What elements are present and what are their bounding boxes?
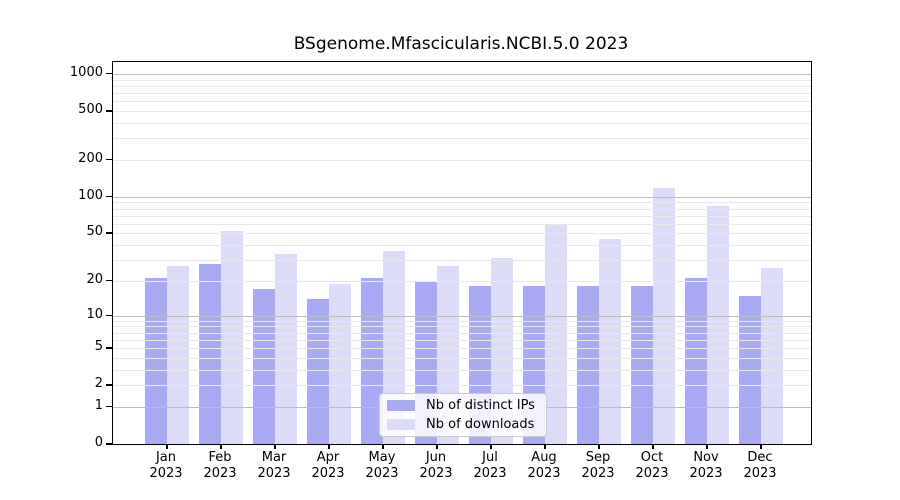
legend-swatch-distinct-ips: [387, 399, 415, 411]
bar-distinct-ips-may: [361, 278, 383, 444]
x-tick-mark: [598, 444, 600, 449]
x-tick-label-mar: Mar 2023: [257, 450, 291, 481]
x-tick-mark: [544, 444, 546, 449]
gridline-minor: [113, 339, 811, 341]
gridline-minor: [113, 280, 811, 282]
y-tick-label: 500: [78, 102, 103, 117]
y-tick-label: 100: [78, 187, 103, 203]
y-tick-label: 1000: [69, 64, 103, 80]
y-tick-label: 1: [94, 397, 103, 413]
gridline-minor: [113, 326, 811, 328]
y-tick-mark: [106, 443, 112, 445]
y-tick-label: 2: [94, 376, 103, 392]
y-tick-label: 5: [94, 339, 103, 354]
x-tick-mark: [220, 444, 222, 449]
x-tick-mark: [706, 444, 708, 449]
x-tick-label-apr: Apr 2023: [311, 450, 345, 481]
bar-distinct-ips-sep: [577, 286, 599, 444]
gridline-minor: [113, 202, 811, 204]
y-tick-label: 10: [86, 306, 103, 322]
x-tick-mark: [382, 444, 384, 449]
legend-label-distinct-ips: Nb of distinct IPs: [426, 397, 535, 413]
gridline-minor: [113, 79, 811, 81]
bar-distinct-ips-oct: [631, 286, 653, 444]
bar-distinct-ips-jan: [145, 278, 167, 444]
legend-item-distinct-ips: Nb of distinct IPs: [380, 397, 546, 414]
bar-downloads-apr: [329, 283, 351, 444]
bar-downloads-feb: [221, 231, 243, 444]
y-tick-label: 200: [78, 150, 103, 166]
y-tick-mark: [106, 158, 112, 161]
x-tick-mark: [652, 444, 654, 449]
plot-area: Nb of distinct IPs Nb of downloads: [112, 61, 812, 445]
x-tick-label-jun: Jun 2023: [419, 450, 453, 481]
y-tick-mark: [106, 279, 112, 282]
bar-downloads-aug: [545, 224, 567, 444]
gridline-major: [113, 315, 811, 317]
y-tick-label: 50: [86, 224, 103, 240]
gridline-minor: [113, 223, 811, 225]
y-tick-mark: [106, 384, 112, 386]
y-tick-mark: [106, 347, 112, 349]
chart-title: BSgenome.Mfascicularis.NCBI.5.0 2023: [293, 34, 629, 54]
gridline-minor: [113, 215, 811, 217]
x-tick-mark: [490, 444, 492, 449]
x-tick-mark: [274, 444, 276, 449]
gridline-minor: [113, 332, 811, 334]
gridline-major: [113, 73, 811, 75]
gridline-minor: [113, 138, 811, 140]
gridline-minor: [113, 122, 811, 124]
x-tick-label-jan: Jan 2023: [149, 450, 183, 481]
y-tick-mark: [106, 314, 112, 317]
x-tick-mark: [166, 444, 168, 449]
gridline-minor: [113, 369, 811, 371]
gridline-major: [113, 196, 811, 198]
bar-distinct-ips-nov: [685, 278, 707, 444]
x-tick-label-dec: Dec 2023: [743, 450, 777, 481]
gridline-minor: [113, 111, 811, 112]
gridline-minor: [113, 85, 811, 87]
bar-downloads-sep: [599, 238, 621, 444]
gridline-minor: [113, 385, 811, 387]
y-tick-mark: [106, 405, 112, 408]
y-tick-label: 0: [94, 435, 103, 450]
gridline-minor: [113, 233, 811, 235]
legend: Nb of distinct IPs Nb of downloads: [379, 393, 547, 437]
gridline-minor: [113, 101, 811, 103]
y-tick-label: 20: [86, 271, 103, 287]
x-tick-label-may: May 2023: [365, 450, 399, 481]
x-tick-label-feb: Feb 2023: [203, 450, 237, 481]
x-tick-label-sep: Sep 2023: [581, 450, 615, 481]
gridline-minor: [113, 159, 811, 161]
y-tick-mark: [106, 110, 112, 112]
bar-distinct-ips-mar: [253, 289, 275, 444]
x-tick-mark: [436, 444, 438, 449]
gridline-minor: [113, 348, 811, 349]
x-tick-label-jul: Jul 2023: [473, 450, 507, 481]
gridline-minor: [113, 320, 811, 322]
bar-downloads-jan: [167, 265, 189, 444]
legend-swatch-downloads: [387, 419, 415, 431]
gridline-minor: [113, 260, 811, 262]
bar-distinct-ips-feb: [199, 263, 221, 444]
y-tick-mark: [106, 232, 112, 234]
bar-downloads-nov: [707, 206, 729, 444]
x-tick-mark: [328, 444, 330, 449]
x-tick-label-nov: Nov 2023: [689, 450, 723, 481]
gridline-minor: [113, 93, 811, 94]
gridline-minor: [113, 208, 811, 210]
y-tick-mark: [106, 72, 112, 75]
gridline-minor: [113, 245, 811, 247]
x-tick-label-aug: Aug 2023: [527, 450, 561, 481]
x-tick-mark: [760, 444, 762, 449]
gridline-minor: [113, 357, 811, 359]
legend-label-downloads: Nb of downloads: [426, 417, 535, 433]
bar-downloads-dec: [761, 267, 783, 444]
legend-item-downloads: Nb of downloads: [380, 416, 546, 433]
x-tick-label-oct: Oct 2023: [635, 450, 669, 481]
y-tick-mark: [106, 195, 112, 198]
